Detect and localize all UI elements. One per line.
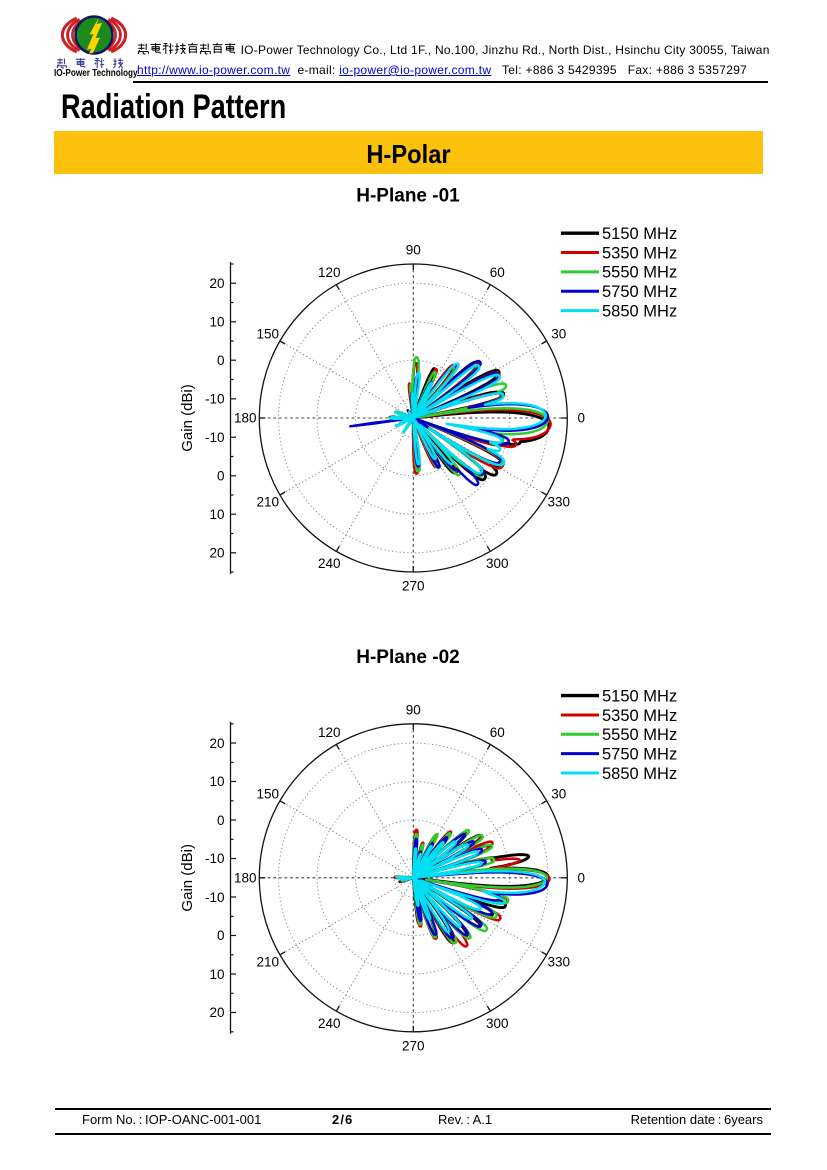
svg-text:20: 20 xyxy=(209,276,224,291)
svg-text:10: 10 xyxy=(209,774,224,789)
svg-text:20: 20 xyxy=(209,546,224,561)
svg-text:5350 MHz: 5350 MHz xyxy=(602,707,677,725)
svg-text:300: 300 xyxy=(486,1016,509,1031)
svg-text:10: 10 xyxy=(209,314,224,329)
svg-text:300: 300 xyxy=(486,556,509,571)
svg-text:0: 0 xyxy=(578,411,586,426)
svg-text:60: 60 xyxy=(490,725,505,740)
svg-text:5850 MHz: 5850 MHz xyxy=(602,302,677,320)
svg-text:0: 0 xyxy=(217,353,225,368)
svg-text:240: 240 xyxy=(318,556,341,571)
svg-text:20: 20 xyxy=(209,736,224,751)
svg-text:H-Plane -02: H-Plane -02 xyxy=(356,647,459,668)
svg-text:-10: -10 xyxy=(205,890,225,905)
svg-text:120: 120 xyxy=(318,725,341,740)
svg-text:120: 120 xyxy=(318,265,341,280)
svg-text:180: 180 xyxy=(234,411,257,426)
svg-text:210: 210 xyxy=(257,495,280,510)
svg-text:-10: -10 xyxy=(205,391,225,406)
svg-text:150: 150 xyxy=(257,787,280,802)
svg-text:210: 210 xyxy=(257,955,280,970)
svg-text:10: 10 xyxy=(209,967,224,982)
svg-text:30: 30 xyxy=(551,787,566,802)
svg-text:20: 20 xyxy=(209,1005,224,1020)
svg-text:5550 MHz: 5550 MHz xyxy=(602,726,677,744)
svg-text:180: 180 xyxy=(234,871,257,886)
svg-text:5550 MHz: 5550 MHz xyxy=(602,264,677,282)
svg-text:90: 90 xyxy=(406,243,421,258)
svg-text:60: 60 xyxy=(490,265,505,280)
svg-text:10: 10 xyxy=(209,507,224,522)
svg-text:0: 0 xyxy=(217,813,225,828)
svg-text:5150 MHz: 5150 MHz xyxy=(602,225,677,243)
svg-text:-10: -10 xyxy=(205,430,225,445)
svg-text:5850 MHz: 5850 MHz xyxy=(602,765,677,783)
svg-text:30: 30 xyxy=(551,327,566,342)
svg-text:330: 330 xyxy=(548,955,571,970)
svg-text:H-Plane -01: H-Plane -01 xyxy=(356,185,460,206)
svg-text:0: 0 xyxy=(217,468,225,483)
svg-text:5350 MHz: 5350 MHz xyxy=(602,244,677,262)
svg-text:90: 90 xyxy=(406,703,421,718)
svg-text:-10: -10 xyxy=(205,851,225,866)
svg-text:5150 MHz: 5150 MHz xyxy=(602,687,677,705)
svg-text:0: 0 xyxy=(217,928,225,943)
svg-text:150: 150 xyxy=(257,327,280,342)
svg-text:270: 270 xyxy=(402,1039,425,1054)
svg-text:5750 MHz: 5750 MHz xyxy=(602,745,677,763)
svg-text:330: 330 xyxy=(548,495,571,510)
svg-text:5750 MHz: 5750 MHz xyxy=(602,283,677,301)
svg-text:270: 270 xyxy=(402,579,425,594)
svg-text:Gain (dBi): Gain (dBi) xyxy=(179,844,196,912)
svg-text:Gain (dBi): Gain (dBi) xyxy=(179,384,196,452)
svg-text:0: 0 xyxy=(578,871,586,886)
svg-text:240: 240 xyxy=(318,1016,341,1031)
